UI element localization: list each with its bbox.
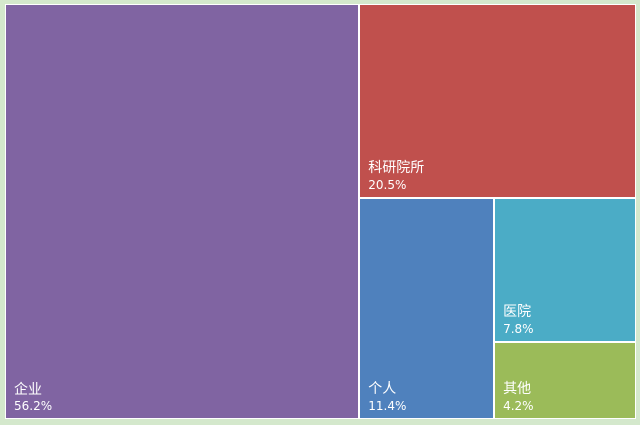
tile-value-enterprise: 56.2% <box>14 399 53 413</box>
tile-label-hospital: 医院 7.8% <box>503 304 534 337</box>
tile-enterprise: 企业 56.2% <box>6 5 359 418</box>
tile-research-institutes: 科研院所 20.5% <box>360 5 635 197</box>
tile-individual: 个人 11.4% <box>360 198 494 418</box>
tile-value-research-institutes: 20.5% <box>368 177 407 192</box>
tile-label-enterprise: 企业 56.2% <box>14 382 52 415</box>
treemap-plot: 企业 56.2% 科研院所 20.5% 个人 11.4% 医院 7.8% <box>5 4 636 419</box>
tile-label-research-institutes: 科研院所 20.5% <box>368 160 424 193</box>
tile-other: 其他 4.2% <box>495 342 635 418</box>
tile-value-other: 4.2% <box>503 398 534 413</box>
tile-name-other: 其他 <box>503 381 532 398</box>
tile-name-research-institutes: 科研院所 <box>368 160 425 177</box>
tile-name-enterprise: 企业 <box>14 381 42 398</box>
tile-name-hospital: 医院 <box>503 304 532 321</box>
tile-value-individual: 11.4% <box>368 398 407 413</box>
tile-label-other: 其他 4.2% <box>503 381 534 414</box>
tile-label-individual: 个人 11.4% <box>368 381 406 414</box>
tile-name-individual: 个人 <box>368 381 397 398</box>
tile-value-hospital: 7.8% <box>503 321 534 336</box>
tile-hospital: 医院 7.8% <box>495 198 635 341</box>
